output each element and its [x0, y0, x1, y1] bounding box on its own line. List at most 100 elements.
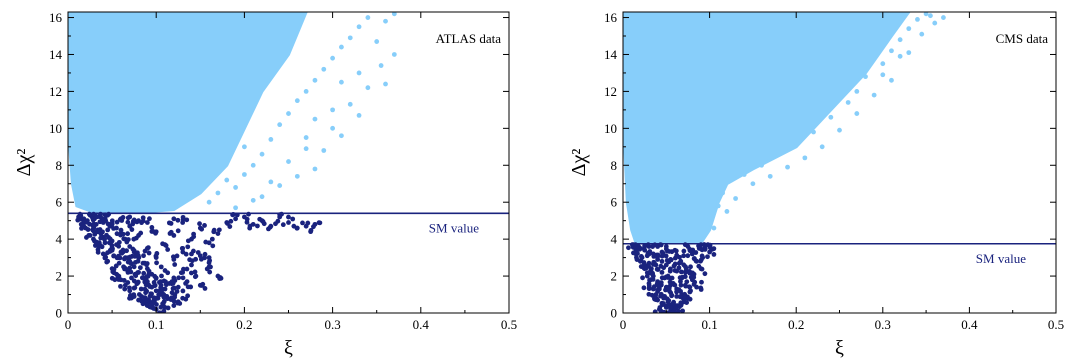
below-sm-point [104, 259, 110, 265]
below-sm-point [86, 232, 92, 238]
below-sm-point [90, 217, 96, 223]
above-sm-point [365, 85, 371, 91]
x-axis-title: ξ [835, 337, 844, 358]
below-sm-point [159, 273, 164, 279]
below-sm-point [161, 308, 167, 313]
below-sm-point [149, 225, 155, 230]
below-sm-point [111, 266, 117, 272]
above-sm-point [259, 151, 265, 157]
below-sm-point [153, 288, 159, 294]
below-sm-point [84, 219, 89, 224]
above-sm-dense-region [68, 12, 308, 214]
below-sm-point [669, 249, 675, 255]
below-sm-point [698, 285, 704, 291]
below-sm-point [144, 262, 149, 268]
above-sm-point [928, 13, 933, 19]
below-sm-point [135, 270, 140, 276]
below-sm-point [105, 221, 111, 227]
below-sm-point [209, 236, 215, 242]
below-sm-point [216, 227, 222, 233]
below-sm-point [174, 289, 180, 294]
above-sm-point [871, 92, 877, 98]
x-tick-label: 0.5 [501, 317, 517, 332]
below-sm-point [701, 246, 707, 252]
above-sm-point [919, 31, 925, 37]
below-sm-point [105, 227, 111, 233]
below-sm-point [260, 219, 266, 224]
below-sm-point [158, 304, 164, 310]
cms-panel: 0 0.1 0.2 0.3 0.4 0.5 0 2 4 6 8 10 12 14 16 CMS data SM … [568, 10, 1064, 359]
below-sm-point [266, 226, 271, 232]
below-sm-point [697, 245, 703, 251]
below-sm-point [198, 256, 204, 262]
above-sm-point [906, 26, 912, 32]
below-sm-point [163, 282, 169, 288]
below-sm-point [667, 266, 673, 272]
x-tick-label: 0.3 [324, 317, 340, 332]
below-sm-point [678, 258, 684, 264]
below-sm-point [294, 225, 300, 231]
y-tick-label: 10 [49, 121, 62, 136]
below-sm-point [165, 270, 171, 276]
below-sm-point [180, 214, 186, 220]
below-sm-point [98, 243, 104, 249]
below-sm-point [678, 288, 683, 294]
below-sm-point [652, 260, 657, 266]
below-sm-point [124, 248, 129, 254]
below-sm-point [134, 281, 140, 287]
x-tick-label: 0.4 [413, 317, 430, 332]
below-sm-point [666, 298, 672, 303]
above-sm-point [711, 225, 717, 231]
below-sm-point [175, 284, 181, 290]
below-sm-point [687, 289, 693, 295]
below-sm-point [202, 223, 207, 228]
below-sm-point [661, 309, 667, 313]
x-tick-label: 0.1 [701, 317, 717, 332]
below-sm-point [183, 296, 189, 302]
above-sm-point [259, 194, 265, 200]
plot-area [68, 12, 397, 313]
below-sm-point [199, 226, 205, 232]
below-sm-point [110, 246, 115, 252]
above-sm-point [321, 148, 327, 153]
above-sm-point [854, 89, 860, 94]
below-sm-point [311, 224, 316, 230]
x-tick-label: 0.2 [788, 317, 804, 332]
dataset-annotation: CMS data [996, 31, 1049, 46]
below-sm-point [694, 284, 700, 290]
below-sm-point [192, 274, 198, 280]
above-sm-point [863, 74, 868, 80]
below-sm-point [674, 310, 679, 313]
below-sm-point [121, 278, 127, 283]
y-tick-label: 0 [56, 306, 63, 321]
below-sm-point [162, 305, 168, 310]
above-sm-point [215, 190, 221, 196]
below-sm-point [142, 248, 148, 254]
below-sm-point [124, 239, 130, 245]
below-sm-point [161, 278, 167, 284]
above-sm-point [303, 135, 309, 140]
below-sm-point [215, 231, 221, 236]
below-sm-point [286, 214, 291, 220]
below-sm-point [144, 274, 150, 280]
y-tick-label: 4 [611, 232, 618, 247]
below-sm-point [308, 227, 314, 233]
below-sm-point [705, 254, 710, 260]
below-sm-point [681, 253, 687, 259]
above-sm-point [321, 66, 327, 72]
below-sm-point [178, 270, 184, 276]
below-sm-point [665, 310, 671, 313]
below-sm-point [154, 302, 159, 307]
below-sm-point [129, 261, 134, 267]
below-sm-point [678, 269, 684, 275]
below-sm-point [687, 248, 693, 254]
below-sm-point [131, 292, 137, 298]
below-sm-point [244, 216, 250, 222]
y-tick-label: 2 [611, 269, 618, 284]
below-sm-point [650, 276, 656, 282]
x-tick-label: 0.4 [961, 317, 978, 332]
y-tick-label: 6 [611, 195, 618, 210]
y-axis-title: Δχ² [568, 149, 590, 177]
below-sm-point [644, 273, 650, 279]
above-sm-point [802, 155, 808, 161]
